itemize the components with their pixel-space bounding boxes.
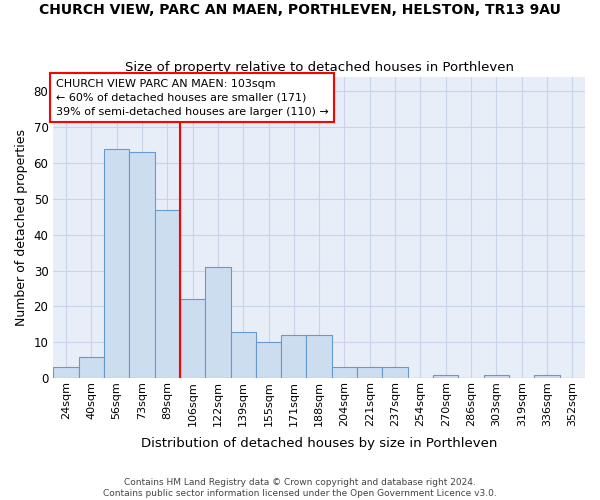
Bar [307, 335, 332, 378]
Bar [382, 368, 408, 378]
Bar [433, 374, 458, 378]
Bar [357, 368, 382, 378]
Bar [535, 374, 560, 378]
Text: Contains HM Land Registry data © Crown copyright and database right 2024.
Contai: Contains HM Land Registry data © Crown c… [103, 478, 497, 498]
Bar [53, 368, 79, 378]
Bar [104, 148, 129, 378]
Title: Size of property relative to detached houses in Porthleven: Size of property relative to detached ho… [125, 62, 514, 74]
X-axis label: Distribution of detached houses by size in Porthleven: Distribution of detached houses by size … [141, 437, 497, 450]
Bar [129, 152, 155, 378]
Y-axis label: Number of detached properties: Number of detached properties [15, 129, 28, 326]
Bar [281, 335, 307, 378]
Text: CHURCH VIEW PARC AN MAEN: 103sqm
← 60% of detached houses are smaller (171)
39% : CHURCH VIEW PARC AN MAEN: 103sqm ← 60% o… [56, 78, 329, 116]
Bar [180, 300, 205, 378]
Bar [230, 332, 256, 378]
Bar [79, 356, 104, 378]
Bar [155, 210, 180, 378]
Bar [484, 374, 509, 378]
Bar [205, 267, 230, 378]
Bar [332, 368, 357, 378]
Bar [256, 342, 281, 378]
Text: CHURCH VIEW, PARC AN MAEN, PORTHLEVEN, HELSTON, TR13 9AU: CHURCH VIEW, PARC AN MAEN, PORTHLEVEN, H… [39, 2, 561, 16]
